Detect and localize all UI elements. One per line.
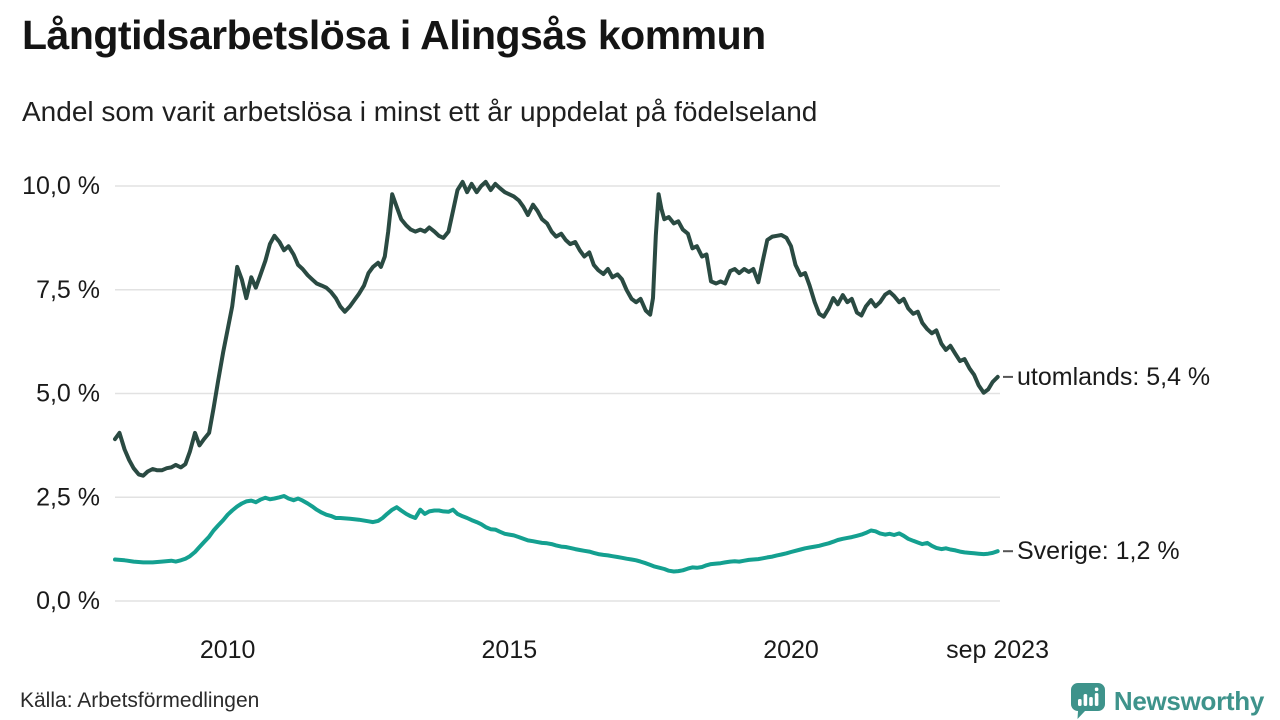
brand-logo: Newsworthy bbox=[1070, 682, 1264, 720]
page-title: Långtidsarbetslösa i Alingsås kommun bbox=[22, 12, 766, 58]
y-tick-label: 2,5 % bbox=[36, 483, 100, 511]
source-note: Källa: Arbetsförmedlingen bbox=[20, 689, 260, 712]
series-end-label-sverige: Sverige: 1,2 % bbox=[1017, 537, 1180, 565]
brand-name: Newsworthy bbox=[1113, 685, 1264, 716]
y-tick-label: 5,0 % bbox=[36, 380, 100, 408]
x-tick-label: 2020 bbox=[763, 636, 819, 664]
y-tick-label: 10,0 % bbox=[22, 172, 100, 200]
y-tick-label: 0,0 % bbox=[36, 587, 100, 615]
series-line-sverige bbox=[113, 494, 1000, 574]
x-tick-label: 2015 bbox=[482, 636, 538, 664]
series-end-label-utomlands: utomlands: 5,4 % bbox=[1017, 363, 1210, 391]
speech-bubble-shape bbox=[1070, 683, 1105, 719]
y-tick-label: 7,5 % bbox=[36, 276, 100, 304]
page-subtitle: Andel som varit arbetslösa i minst ett å… bbox=[22, 96, 818, 127]
x-tick-label: sep 2023 bbox=[946, 636, 1049, 664]
x-tick-label: 2010 bbox=[200, 636, 256, 664]
series-line-utomlands bbox=[113, 179, 1000, 478]
newsworthy-icon bbox=[1070, 683, 1105, 719]
